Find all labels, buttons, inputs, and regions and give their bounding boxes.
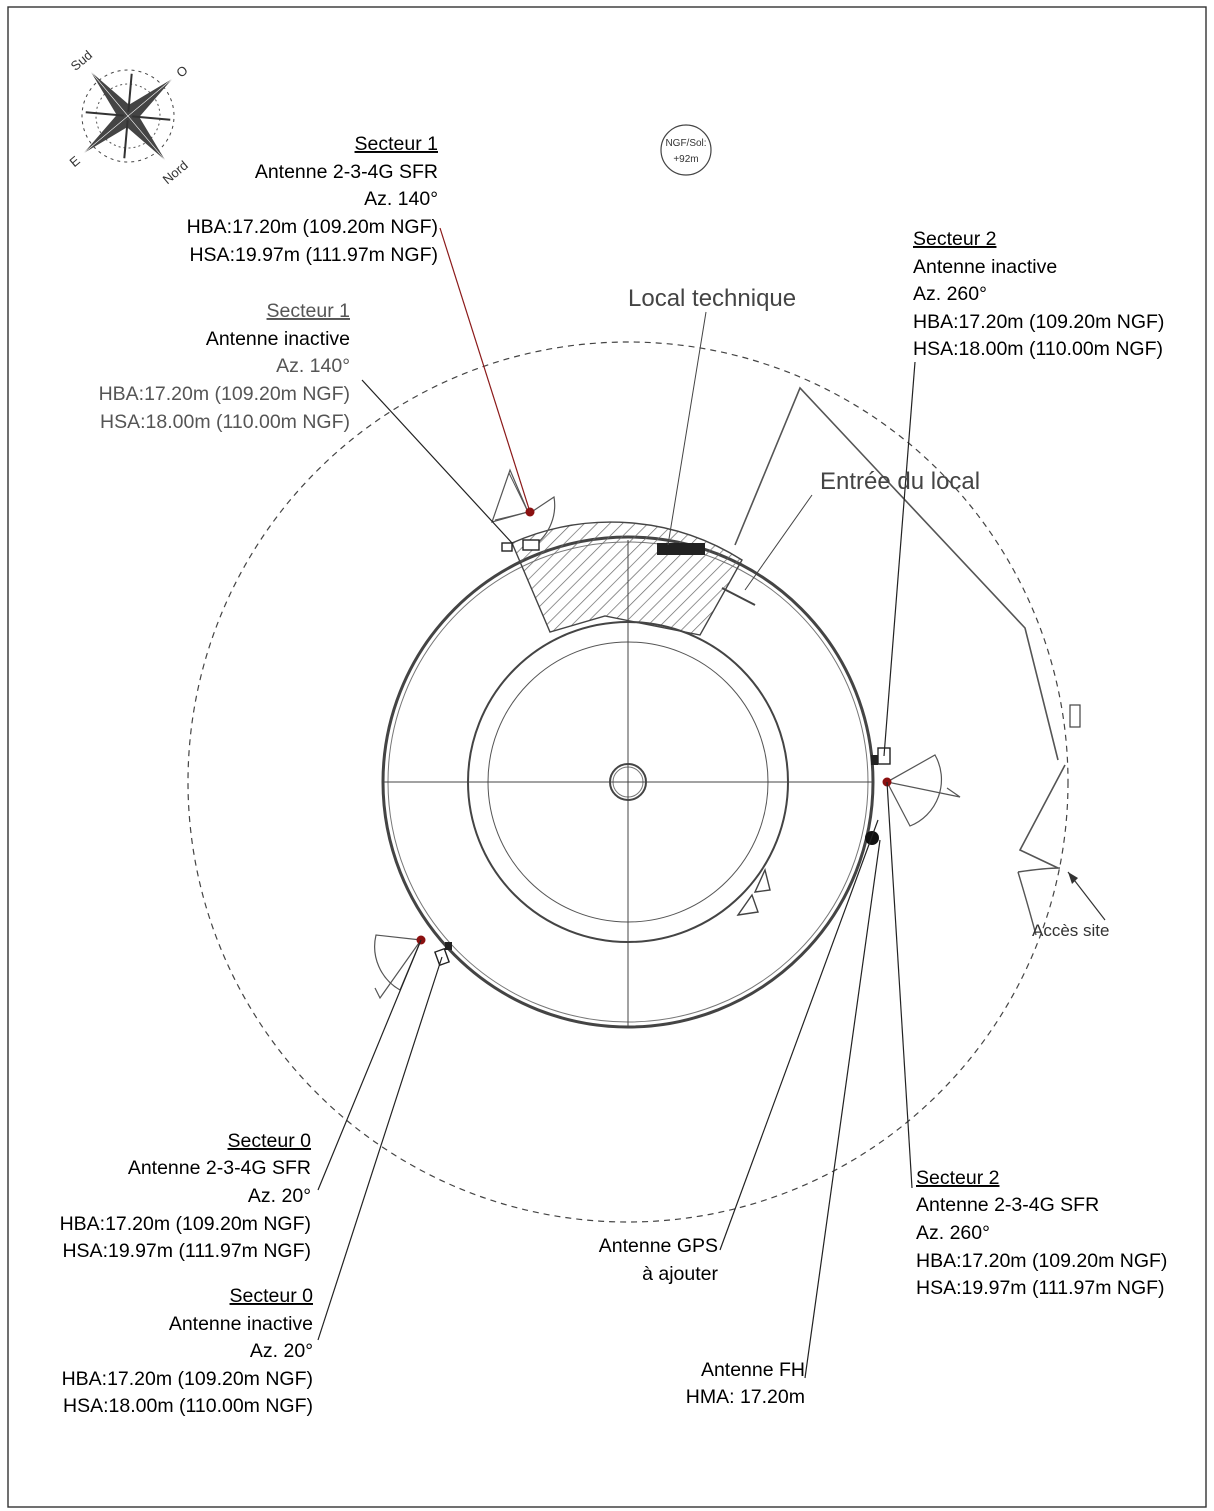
entree-local-label: Entrée du local [820,468,980,495]
access-path-2 [1018,764,1066,869]
s0-inactive-azimuth: Az. 20° [250,1340,313,1362]
s0-inactive-antenna: Antenne inactive [169,1313,313,1335]
leader-entree [744,494,813,591]
access-gate [1017,867,1061,936]
s0-active-antenna: Antenne 2-3-4G SFR [128,1157,311,1179]
sector-2-antennas [865,747,961,845]
gps-label-line2: à ajouter [642,1263,718,1285]
s0-inactive-hba: HBA:17.20m (109.20m NGF) [62,1368,313,1390]
s2-inactive-hsa: HSA:18.00m (110.00m NGF) [913,338,1163,360]
s1-active-hsa: HSA:19.97m (111.97m NGF) [189,244,438,266]
local-technique-area [511,521,743,636]
compass-east-label: E [67,153,84,170]
ngf-badge-line2: +92m [673,154,698,165]
leader-fh [804,839,881,1379]
s0-inactive-hsa: HSA:18.00m (110.00m NGF) [63,1395,313,1417]
s1-inactive-azimuth: Az. 140° [276,355,350,377]
acces-site-label: Accès site [1032,921,1109,940]
fh-label-line1: Antenne FH [701,1359,805,1381]
s2-inactive-antenna: Antenne inactive [913,256,1057,278]
s0-active-hsa: HSA:19.97m (111.97m NGF) [62,1240,311,1262]
sector-2-active-label: Secteur 2 Antenne 2-3-4G SFR Az. 260° HB… [916,1167,1167,1299]
sector-1-active-label: Secteur 1 Antenne 2-3-4G SFR Az. 140° HB… [187,133,438,266]
s0-inactive-title: Secteur 0 [230,1285,314,1307]
leader-gps [719,819,879,1251]
compass-south-label: Sud [68,47,95,73]
s2-active-azimuth: Az. 260° [916,1222,990,1244]
local-technique-label: Local technique [628,285,796,312]
ngf-badge: NGF/Sol: +92m [660,124,712,176]
s2-active-title: Secteur 2 [916,1167,999,1189]
leader-s1-inactive [361,379,513,544]
sector-1-inactive-label: Secteur 1 Antenne inactive Az. 140° HBA:… [99,300,350,433]
compass-north-label: Nord [160,157,191,187]
s2-active-hsa: HSA:19.97m (111.97m NGF) [916,1277,1165,1299]
s1-inactive-antenna: Antenne inactive [206,328,350,350]
drawing-border [7,6,1207,1508]
site-perimeter [187,341,1069,1223]
leader-s1-active [439,227,531,513]
s1-active-azimuth: Az. 140° [364,188,438,210]
s0-active-hba: HBA:17.20m (109.20m NGF) [60,1213,311,1235]
s0-active-azimuth: Az. 20° [248,1185,311,1207]
s2-inactive-title: Secteur 2 [913,228,996,250]
sector-2-inactive-label: Secteur 2 Antenne inactive Az. 260° HBA:… [913,228,1164,360]
s1-inactive-title: Secteur 1 [267,300,350,322]
fh-label-line2: HMA: 17.20m [686,1386,805,1408]
s2-inactive-hba: HBA:17.20m (109.20m NGF) [913,311,1164,333]
s1-active-antenna: Antenne 2-3-4G SFR [255,161,438,183]
ngf-badge-line1: NGF/Sol: [665,138,706,149]
access-path [734,386,1059,761]
s1-active-title: Secteur 1 [355,133,438,155]
s2-active-hba: HBA:17.20m (109.20m NGF) [916,1250,1167,1272]
s1-inactive-hba: HBA:17.20m (109.20m NGF) [99,383,350,405]
sector-0-active-label: Secteur 0 Antenne 2-3-4G SFR Az. 20° HBA… [60,1130,312,1262]
equipment-block [657,543,705,555]
s2-active-antenna: Antenne 2-3-4G SFR [916,1194,1099,1216]
leader-s2-active [886,781,913,1189]
compass-west-label: O [173,62,190,80]
s2-inactive-azimuth: Az. 260° [913,283,987,305]
compass-rose-icon: Sud Nord E O [67,47,191,187]
leader-s0-inactive [317,956,443,1341]
gps-label-line1: Antenne GPS [599,1235,718,1257]
s0-active-title: Secteur 0 [228,1130,312,1152]
leader-s2-inactive [883,361,916,757]
leader-local-technique [667,311,707,546]
sector-0-inactive-label: Secteur 0 Antenne inactive Az. 20° HBA:1… [62,1285,314,1417]
leader-s0-active [317,939,422,1191]
s1-inactive-hsa: HSA:18.00m (110.00m NGF) [100,411,350,433]
s1-active-hba: HBA:17.20m (109.20m NGF) [187,216,438,238]
sector-0-antennas [374,934,452,1000]
